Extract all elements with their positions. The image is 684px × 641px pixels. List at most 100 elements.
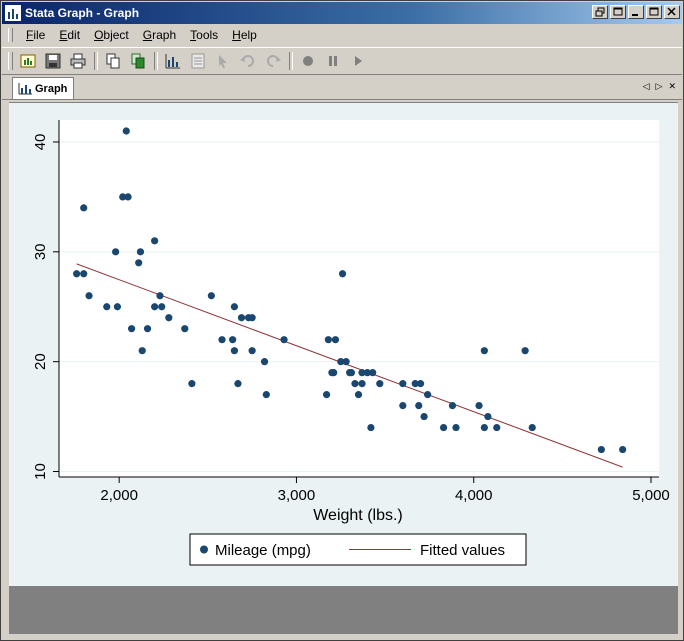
y-tick-label: 10: [32, 463, 49, 480]
scatter-point: [218, 336, 226, 344]
restore-down-icon: [595, 7, 605, 17]
scatter-point: [484, 412, 492, 421]
menu-mnemonic: G: [142, 28, 153, 42]
window-title: Stata Graph - Graph: [25, 6, 140, 20]
menu-mnemonic: O: [94, 28, 104, 42]
scatter-point: [80, 270, 88, 278]
save-button[interactable]: [42, 50, 64, 72]
menu-label-rest: raph: [152, 28, 177, 42]
scatter-point: [420, 412, 428, 421]
menu-label-rest: bject: [103, 28, 129, 42]
scatter-point: [80, 204, 88, 212]
y-tick-label: 20: [32, 353, 49, 370]
scatter-point: [262, 391, 270, 399]
scatter-point: [103, 303, 111, 311]
status-area: [9, 586, 678, 634]
scatter-point: [597, 445, 605, 454]
scatter-point: [151, 303, 159, 311]
scatter-point: [260, 358, 269, 366]
scatter-chart: 10 20 30 40 2,000 3,000 4,000 5,000 Weight (lbs…: [32, 120, 670, 566]
tab-strip: Graph ◁ ▷ ✕: [2, 75, 682, 100]
scatter-point: [165, 314, 173, 322]
scatter-point: [322, 391, 331, 399]
tab-graph[interactable]: Graph: [12, 77, 74, 99]
scatter-point: [151, 237, 159, 245]
graph-editor-icon: [165, 54, 180, 69]
title-bar[interactable]: Stata Graph - Graph: [2, 2, 682, 24]
y-tick-label: 40: [32, 134, 49, 151]
scatter-point: [416, 380, 425, 388]
toolbar: [2, 47, 682, 75]
print-icon: [70, 53, 86, 69]
x-tick-label: 3,000: [278, 487, 316, 504]
scatter-point: [493, 423, 501, 432]
scatter-point: [188, 380, 196, 388]
fitted-line: [76, 263, 623, 468]
scatter-point: [480, 347, 488, 355]
open-graph-icon: [20, 54, 36, 68]
scatter-point: [234, 380, 242, 388]
scatter-point: [415, 402, 423, 410]
graph-editor-button[interactable]: [162, 50, 184, 72]
legend: Mileage (mpg) Fitted values: [189, 533, 527, 566]
data-browser-button: [187, 50, 209, 72]
tab-scroll-right-icon[interactable]: ▷: [655, 81, 663, 91]
x-tick-label: 4,000: [455, 487, 493, 504]
maximize-child-button[interactable]: [610, 5, 626, 19]
scatter-point: [230, 303, 239, 311]
menu-mnemonic: T: [190, 28, 197, 42]
scatter-point: [280, 336, 288, 344]
scatter-point: [376, 380, 384, 388]
scatter-point: [237, 314, 246, 322]
print-button[interactable]: [67, 50, 89, 72]
redo-button: [262, 50, 284, 72]
minimize-icon: [632, 14, 638, 16]
menu-object[interactable]: Object: [87, 26, 136, 44]
tab-close-icon[interactable]: ✕: [668, 81, 676, 91]
undo-button: [237, 50, 259, 72]
y-tick-label: 30: [32, 243, 49, 260]
menu-edit[interactable]: Edit: [52, 26, 87, 44]
open-graph-button[interactable]: [17, 50, 39, 72]
record-button[interactable]: [297, 50, 319, 72]
scatter-point: [369, 369, 377, 377]
restore-down-button[interactable]: [592, 5, 608, 19]
toolbar-separator: [94, 52, 98, 70]
scatter-point: [181, 325, 189, 333]
save-icon: [45, 53, 61, 69]
maximize-button[interactable]: [646, 5, 662, 19]
scatter-point: [248, 314, 256, 322]
scatter-point: [324, 336, 332, 344]
close-button[interactable]: [664, 5, 680, 19]
play-icon: [355, 56, 362, 66]
copy-button[interactable]: [102, 50, 124, 72]
record-icon: [303, 56, 313, 66]
toolbar-separator: [154, 52, 158, 70]
menu-grip[interactable]: [8, 28, 13, 42]
scatter-point: [439, 423, 448, 432]
menu-file[interactable]: File: [19, 26, 52, 44]
pointer-icon: [219, 55, 227, 68]
copy-special-button[interactable]: [127, 50, 149, 72]
scatter-point: [330, 369, 338, 377]
pause-button[interactable]: [322, 50, 344, 72]
menu-label-rest: dit: [67, 28, 81, 42]
menu-help[interactable]: Help: [225, 26, 264, 44]
plot-region: [59, 120, 659, 477]
menu-mnemonic: F: [26, 28, 34, 42]
scatter-point: [124, 193, 132, 201]
menu-mnemonic: H: [232, 28, 241, 42]
scatter-point: [358, 380, 366, 388]
toolbar-grip[interactable]: [8, 52, 13, 70]
legend-marker-mileage: [200, 545, 208, 554]
scatter-point: [521, 347, 529, 355]
undo-icon: [240, 55, 254, 67]
minimize-button[interactable]: [628, 5, 644, 19]
scatter-point: [135, 259, 143, 267]
scatter-point: [138, 347, 146, 355]
play-button[interactable]: [347, 50, 369, 72]
scatter-point: [122, 127, 130, 135]
menu-tools[interactable]: Tools: [183, 26, 225, 44]
menu-graph[interactable]: Graph: [136, 26, 183, 44]
tab-scroll-left-icon[interactable]: ◁: [642, 81, 650, 91]
